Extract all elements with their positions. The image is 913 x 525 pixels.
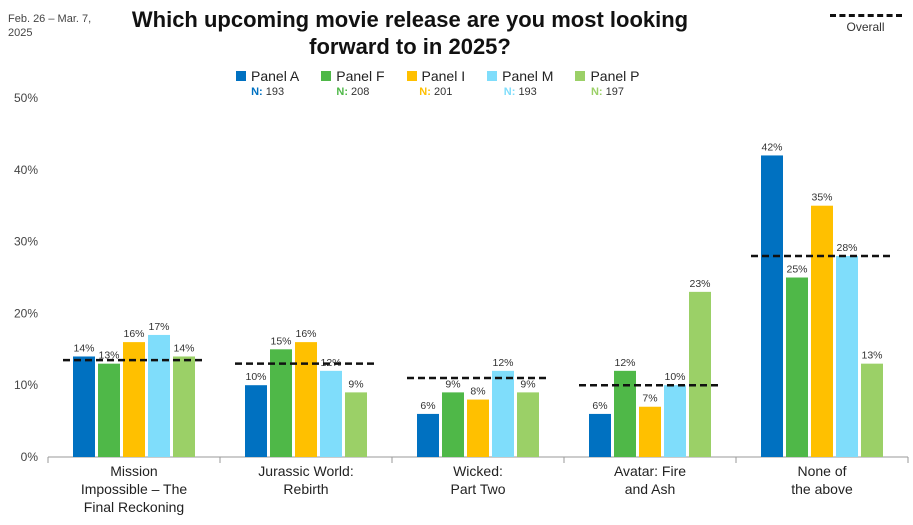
bar bbox=[270, 349, 292, 457]
bar bbox=[148, 334, 170, 457]
x-tick-label: Avatar: Fire bbox=[614, 463, 686, 479]
data-label: 35% bbox=[811, 192, 832, 204]
overall-legend-label: Overall bbox=[846, 20, 885, 34]
bar bbox=[98, 363, 120, 457]
bar bbox=[689, 291, 711, 457]
data-label: 12% bbox=[320, 357, 341, 369]
bar bbox=[861, 363, 883, 457]
legend-label: Panel I bbox=[421, 68, 466, 84]
data-label: 16% bbox=[123, 328, 144, 340]
legend-n-value: 193 bbox=[265, 86, 285, 98]
data-label: 12% bbox=[614, 357, 635, 369]
data-label: 14% bbox=[73, 342, 94, 354]
legend-item-panel-i: Panel I N: 201 bbox=[406, 68, 466, 98]
legend-swatch bbox=[321, 71, 332, 81]
data-label: 14% bbox=[173, 342, 194, 354]
legend-n-label: N: bbox=[419, 86, 431, 98]
legend-label: Panel P bbox=[590, 68, 640, 84]
bar bbox=[761, 155, 783, 457]
legend-label: Panel A bbox=[251, 68, 300, 84]
data-label: 10% bbox=[245, 371, 266, 383]
legend-swatch bbox=[487, 71, 498, 81]
data-label: 25% bbox=[786, 264, 807, 276]
legend-n-value: 197 bbox=[605, 86, 624, 98]
bar bbox=[442, 392, 464, 457]
legend-n-value: 193 bbox=[518, 86, 537, 98]
bar bbox=[345, 392, 367, 457]
bar bbox=[295, 342, 317, 457]
legend-n-label: N: bbox=[590, 86, 603, 98]
data-label: 12% bbox=[492, 357, 513, 369]
legend-n-label: N: bbox=[503, 86, 516, 98]
bar bbox=[417, 413, 439, 457]
panel-legend: Panel A N: 193 Panel F N: 208 Panel I N:… bbox=[236, 68, 662, 98]
legend-item-panel-m: Panel M N: 193 bbox=[487, 68, 553, 98]
data-label: 10% bbox=[664, 371, 685, 383]
bar bbox=[123, 342, 145, 457]
data-label: 28% bbox=[836, 242, 857, 254]
data-label: 8% bbox=[470, 386, 485, 398]
bar bbox=[173, 356, 195, 457]
legend-n-value: 201 bbox=[433, 86, 453, 98]
bar bbox=[589, 413, 611, 457]
bar bbox=[639, 406, 661, 457]
x-tick-label: Rebirth bbox=[283, 481, 328, 497]
data-label: 17% bbox=[148, 321, 169, 333]
legend-swatch bbox=[406, 71, 417, 81]
data-label: 15% bbox=[270, 335, 291, 347]
overall-legend-line bbox=[829, 14, 902, 17]
data-label: 9% bbox=[445, 378, 460, 390]
bar bbox=[73, 356, 95, 457]
data-label: 6% bbox=[592, 400, 607, 412]
bar bbox=[245, 385, 267, 457]
bar bbox=[614, 370, 636, 457]
legend-swatch bbox=[575, 71, 586, 81]
data-label: 7% bbox=[642, 393, 657, 405]
x-tick-label: Impossible – The bbox=[81, 481, 188, 497]
y-tick-label: 50% bbox=[14, 91, 38, 105]
y-tick-label: 30% bbox=[14, 235, 38, 249]
data-label: 9% bbox=[520, 378, 535, 390]
legend-n-value: 208 bbox=[351, 86, 370, 98]
y-tick-label: 40% bbox=[14, 163, 38, 177]
x-tick-label: the above bbox=[791, 481, 853, 497]
bar bbox=[320, 370, 342, 457]
bar bbox=[467, 399, 489, 457]
x-tick-label: None of bbox=[797, 463, 846, 479]
data-label: 6% bbox=[420, 400, 435, 412]
y-tick-label: 20% bbox=[14, 306, 38, 320]
legend-item-panel-p: Panel P N: 197 bbox=[575, 68, 640, 98]
bar bbox=[664, 385, 686, 457]
data-label: 23% bbox=[689, 278, 710, 290]
bar bbox=[786, 277, 808, 457]
bar bbox=[517, 392, 539, 457]
bar bbox=[836, 255, 858, 457]
legend-item-panel-f: Panel F N: 208 bbox=[321, 68, 385, 98]
data-label: 13% bbox=[98, 350, 119, 362]
data-label: 9% bbox=[348, 378, 363, 390]
legend-n-label: N: bbox=[336, 86, 348, 98]
overall-legend: Overall bbox=[828, 10, 903, 34]
bar bbox=[492, 370, 514, 457]
x-tick-label: Mission bbox=[110, 463, 157, 479]
x-tick-label: and Ash bbox=[625, 481, 676, 497]
x-tick-label: Jurassic World: bbox=[258, 463, 353, 479]
bar bbox=[811, 205, 833, 457]
x-tick-label: Part Two bbox=[451, 481, 506, 497]
x-tick-label: Final Reckoning bbox=[84, 499, 184, 515]
legend-swatch bbox=[236, 71, 246, 81]
legend-item-panel-a: Panel A N: 193 bbox=[236, 68, 299, 98]
y-tick-label: 0% bbox=[21, 450, 39, 464]
legend-n-label: N: bbox=[251, 86, 263, 98]
y-tick-label: 10% bbox=[14, 378, 38, 392]
data-label: 42% bbox=[761, 141, 782, 153]
x-tick-label: Wicked: bbox=[453, 463, 503, 479]
legend-label: Panel F bbox=[336, 68, 385, 84]
chart-title: Which upcoming movie release are you mos… bbox=[131, 7, 689, 59]
data-label: 13% bbox=[861, 350, 882, 362]
legend-label: Panel M bbox=[502, 68, 554, 84]
date-range: Feb. 26 – Mar. 7, 2025 bbox=[8, 13, 92, 39]
data-label: 16% bbox=[295, 328, 316, 340]
